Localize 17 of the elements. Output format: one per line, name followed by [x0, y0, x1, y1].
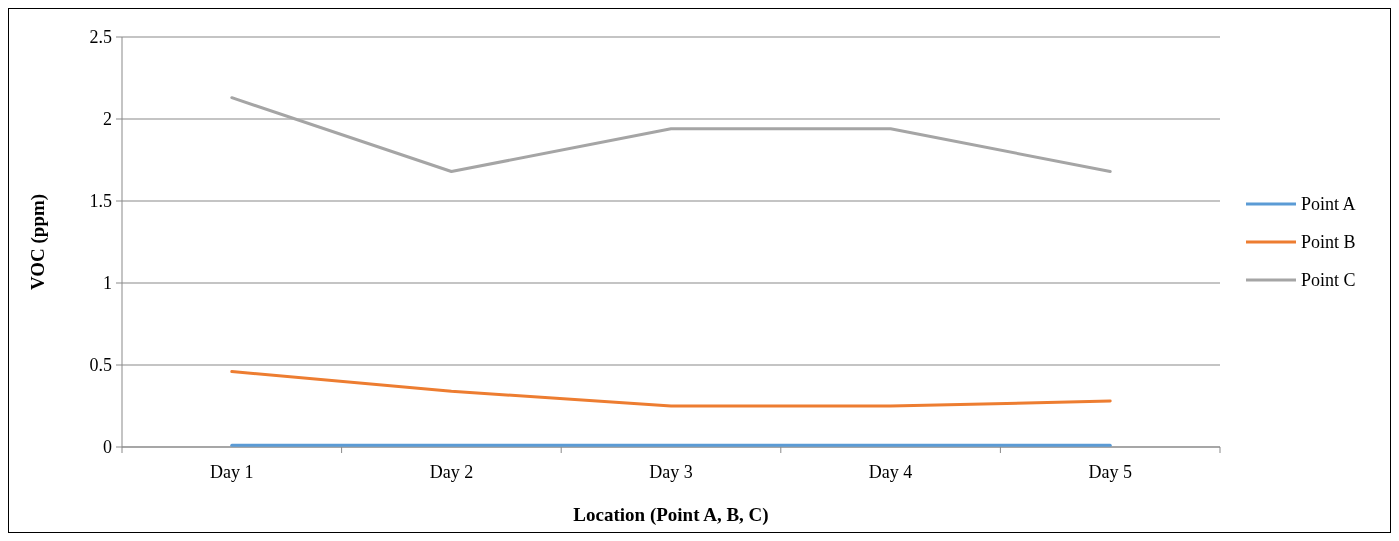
legend-label: Point C: [1301, 270, 1356, 291]
y-tick-label: 1.5: [89, 191, 112, 212]
legend-label: Point B: [1301, 232, 1356, 253]
y-axis-title: VOC (ppm): [27, 193, 49, 291]
y-tick-label: 2.5: [89, 27, 112, 48]
x-tick-label: Day 1: [210, 462, 254, 482]
x-tick-label: Day 3: [649, 462, 693, 482]
x-axis-title: Location (Point A, B, C): [573, 504, 769, 526]
x-tick-label: Day 2: [429, 462, 474, 482]
legend-label: Point A: [1301, 194, 1356, 215]
y-tick-label: 0.5: [89, 355, 112, 376]
x-tick-label: Day 4: [868, 462, 913, 482]
y-tick-label: 2: [103, 109, 112, 130]
y-tick-label: 1: [103, 273, 112, 294]
line-series: [230, 370, 1112, 408]
y-tick-label: 0: [103, 437, 112, 458]
x-tick-label: Day 5: [1088, 462, 1132, 482]
